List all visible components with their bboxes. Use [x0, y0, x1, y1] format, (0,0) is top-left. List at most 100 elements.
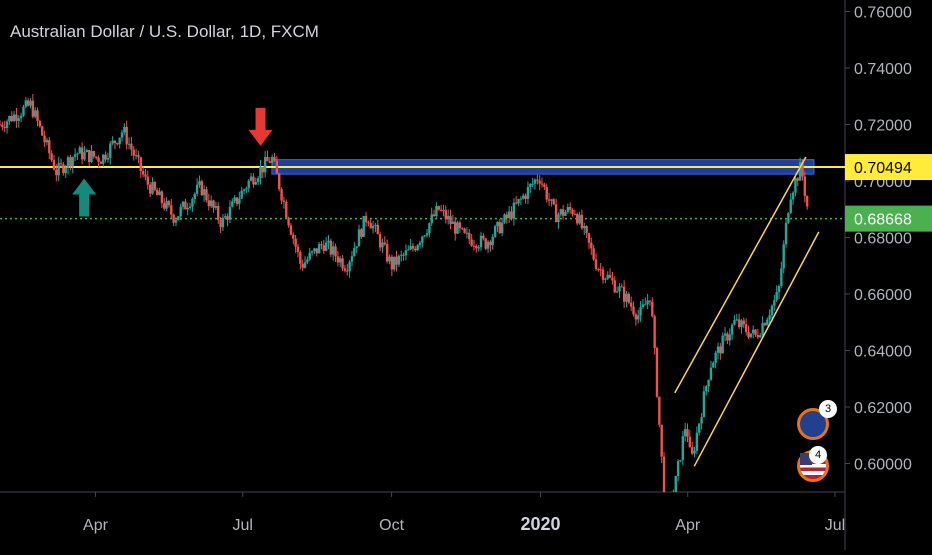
- candle-body: [435, 206, 438, 217]
- bullish-candle: [303, 256, 307, 269]
- price-tick-label: 0.66000: [854, 287, 912, 304]
- bullish-candle: [245, 186, 248, 194]
- candle-body: [334, 246, 337, 257]
- bearish-candle: [540, 177, 544, 188]
- bearish-candle: [442, 204, 445, 217]
- bearish-candle: [648, 300, 652, 306]
- candle-body: [26, 100, 30, 106]
- time-tick-label: 2020: [520, 514, 560, 534]
- candle-body: [381, 242, 384, 248]
- candle-body: [418, 242, 422, 246]
- candle-body: [15, 114, 18, 121]
- candle-body: [343, 268, 347, 271]
- candle-body: [256, 178, 260, 183]
- bearish-candle: [726, 331, 729, 345]
- candle-body: [346, 270, 349, 272]
- candle-body: [362, 215, 365, 237]
- bearish-candle: [662, 451, 666, 492]
- bullish-candle: [179, 203, 182, 220]
- bearish-candle: [261, 166, 264, 179]
- candle-body: [592, 248, 595, 260]
- bearish-candle: [402, 252, 405, 261]
- candle-body: [754, 329, 757, 335]
- bullish-candle: [57, 156, 60, 182]
- time-tick-label: Oct: [379, 517, 404, 534]
- bullish-candle: [254, 177, 257, 186]
- candle-body: [339, 258, 342, 263]
- bearish-candle: [280, 187, 283, 205]
- candle-body: [134, 155, 138, 157]
- candle-body: [24, 100, 28, 107]
- bearish-candle: [141, 166, 145, 178]
- candle-body: [749, 333, 753, 338]
- bearish-candle: [475, 244, 478, 253]
- bearish-candle: [439, 205, 443, 212]
- bearish-candle: [437, 205, 440, 211]
- bullish-candle: [357, 224, 361, 247]
- candle-body: [247, 180, 250, 189]
- bearish-candle: [139, 156, 142, 178]
- candle-body: [64, 167, 67, 174]
- bearish-candle: [571, 208, 574, 217]
- candle-body: [615, 291, 619, 293]
- candle-body: [111, 140, 114, 144]
- bearish-candle: [543, 182, 546, 191]
- bullish-candle: [221, 214, 225, 231]
- bearish-candle: [156, 187, 159, 196]
- candle-body: [130, 143, 133, 150]
- bullish-candle: [78, 145, 81, 154]
- candle-body: [456, 222, 459, 234]
- candle-body: [409, 245, 412, 250]
- bearish-candle: [125, 120, 128, 150]
- candle-body: [174, 220, 178, 223]
- bullish-candle: [766, 317, 769, 326]
- bearish-candle: [163, 198, 166, 211]
- bullish-candle: [158, 187, 161, 196]
- candle-body: [590, 242, 593, 249]
- bullish-candle: [22, 104, 25, 117]
- bullish-candle: [407, 245, 410, 251]
- bullish-candle: [111, 136, 114, 146]
- candle-body: [62, 164, 65, 174]
- bullish-candle: [353, 242, 356, 257]
- bullish-candle: [646, 293, 649, 310]
- candle-body: [209, 200, 213, 207]
- candle-body: [632, 306, 635, 315]
- bearish-candle: [172, 213, 175, 227]
- bearish-candle: [611, 271, 614, 285]
- candle-body: [144, 174, 147, 177]
- candle-body: [301, 263, 304, 268]
- candle-body: [773, 300, 776, 306]
- bullish-candle: [531, 178, 534, 187]
- bullish-candle: [209, 195, 213, 209]
- candle-body: [688, 436, 692, 448]
- candle-body: [751, 329, 755, 334]
- candle-body: [45, 140, 49, 143]
- bullish-candle: [693, 446, 696, 458]
- candle-body: [449, 215, 452, 224]
- candle-body: [348, 261, 351, 272]
- bullish-candle: [578, 211, 581, 225]
- candle-body: [451, 221, 455, 224]
- candle-body: [8, 116, 11, 122]
- price-tick-label: 0.60000: [854, 457, 912, 474]
- bullish-candle: [202, 185, 206, 202]
- candle-body: [763, 323, 767, 326]
- candle-body: [52, 160, 56, 170]
- candle-body: [768, 315, 771, 320]
- candle-body: [637, 315, 640, 320]
- candle-body: [235, 197, 239, 204]
- candle-body: [36, 110, 39, 121]
- bullish-candle: [733, 315, 736, 326]
- candle-body: [69, 157, 72, 167]
- bearish-candle: [552, 198, 555, 206]
- candle-body: [299, 251, 302, 264]
- candle-body: [784, 222, 788, 245]
- bullish-candle: [228, 200, 232, 224]
- candle-body: [470, 239, 473, 246]
- candle-body: [644, 304, 647, 306]
- bearish-candle: [688, 430, 692, 448]
- candle-body: [709, 367, 713, 380]
